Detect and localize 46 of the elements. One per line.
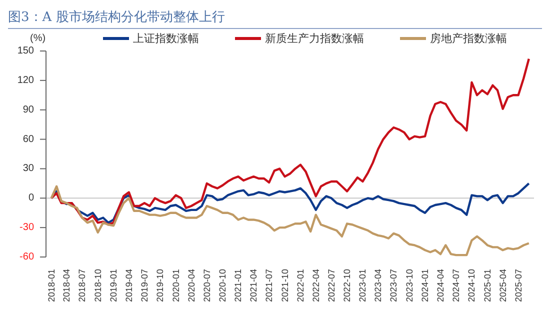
y-tick-label: 120 [17,74,34,86]
x-tick-label: 2025-04 [498,269,508,302]
x-tick-label: 2018-07 [77,269,88,302]
chart-title: 图3：A 股市场结构分化带动整体上行 [8,8,542,29]
x-tick-label: 2023-10 [404,269,414,302]
x-tick-label: 2021-07 [264,269,274,302]
line-series [50,58,530,226]
x-tick-label: 2022-01 [295,269,306,302]
x-tick-label: 2022-07 [326,269,336,302]
legend-label: 新质生产力指数涨幅 [265,32,364,46]
x-tick-label: 2018-01 [46,269,56,302]
x-tick-label: 2020-10 [218,269,228,302]
y-tick-label: 90 [22,104,34,116]
x-tick-label: 2019-04 [124,269,134,302]
x-tick-label: 2024-04 [436,269,446,302]
x-tick-label: 2019-01 [108,269,119,302]
x-tick-label: 2018-04 [62,269,72,302]
line-series [50,185,530,256]
y-tick-label: -60 [20,252,34,262]
x-tick-label: 2019-10 [155,269,166,302]
y-tick-label: 0 [28,192,34,204]
x-tick-label: 2021-01 [233,269,244,302]
x-tick-label: 2022-04 [310,269,321,302]
x-tick-label: 2018-10 [92,269,103,302]
y-tick-label: 60 [22,134,34,145]
legend-label: 房地产指数涨幅 [430,32,507,46]
x-tick-label: 2025-07 [513,269,524,302]
x-tick-label: 2022-10 [342,269,352,302]
x-tick-label: 2021-04 [248,269,259,302]
x-tick-label: 2023-01 [358,269,368,302]
y-tick-label: -30 [20,222,34,234]
x-tick-label: 2023-04 [373,269,384,302]
y-tick-label: 150 [17,46,34,56]
x-tick-label: 2024-07 [451,269,462,302]
x-tick-label: 2020-07 [202,269,212,302]
x-tick-label: 2020-04 [186,269,196,302]
y-axis-title: (%) [30,33,46,44]
x-tick-label: 2023-07 [388,269,399,302]
x-tick-label: 2020-01 [170,269,181,302]
x-tick-label: 2024-10 [466,269,477,302]
x-tick-label: 2025-01 [482,269,492,302]
x-tick-label: 2021-10 [280,269,290,302]
y-tick-label: 30 [22,163,34,174]
legend-label: 上证指数涨幅 [133,32,199,46]
x-tick-label: 2019-07 [139,269,150,302]
x-tick-label: 2024-01 [420,269,430,302]
